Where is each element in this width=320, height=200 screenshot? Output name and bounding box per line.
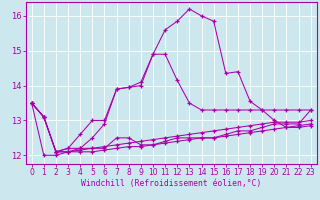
X-axis label: Windchill (Refroidissement éolien,°C): Windchill (Refroidissement éolien,°C) bbox=[81, 179, 261, 188]
